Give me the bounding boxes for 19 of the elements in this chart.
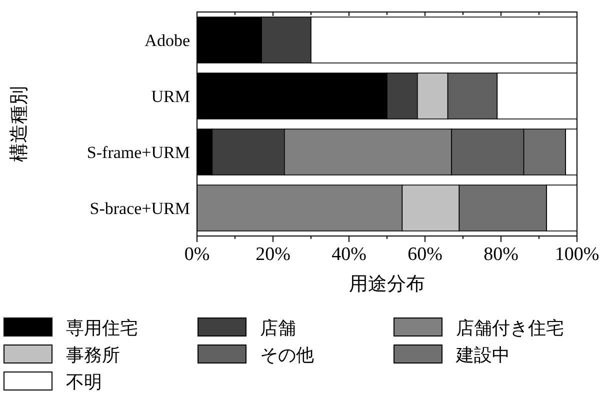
- x-axis-title: 用途分布: [349, 273, 425, 295]
- y-tick-label: S-brace+URM: [90, 199, 190, 218]
- y-axis-title: 構造種別: [8, 86, 30, 162]
- legend-label: その他: [260, 345, 314, 366]
- legend-label: 店舗付き住宅: [456, 318, 564, 339]
- legend-label: 店舗: [260, 318, 296, 339]
- x-tick-label: 20%: [256, 244, 291, 265]
- y-tick-label: URM: [151, 87, 190, 106]
- legend-label: 建設中: [455, 345, 510, 366]
- y-tick-label: Adobe: [144, 31, 190, 50]
- x-tick-label: 0%: [184, 244, 210, 265]
- x-tick-label: 100%: [554, 244, 600, 265]
- legend-label: 事務所: [66, 345, 120, 366]
- x-tick-label: 80%: [484, 244, 519, 265]
- legend-label: 専用住宅: [66, 318, 138, 339]
- x-tick-label: 60%: [408, 244, 443, 265]
- x-tick-label: 40%: [332, 244, 367, 265]
- y-tick-label: S-frame+URM: [86, 143, 190, 162]
- legend-label: 不明: [66, 372, 102, 393]
